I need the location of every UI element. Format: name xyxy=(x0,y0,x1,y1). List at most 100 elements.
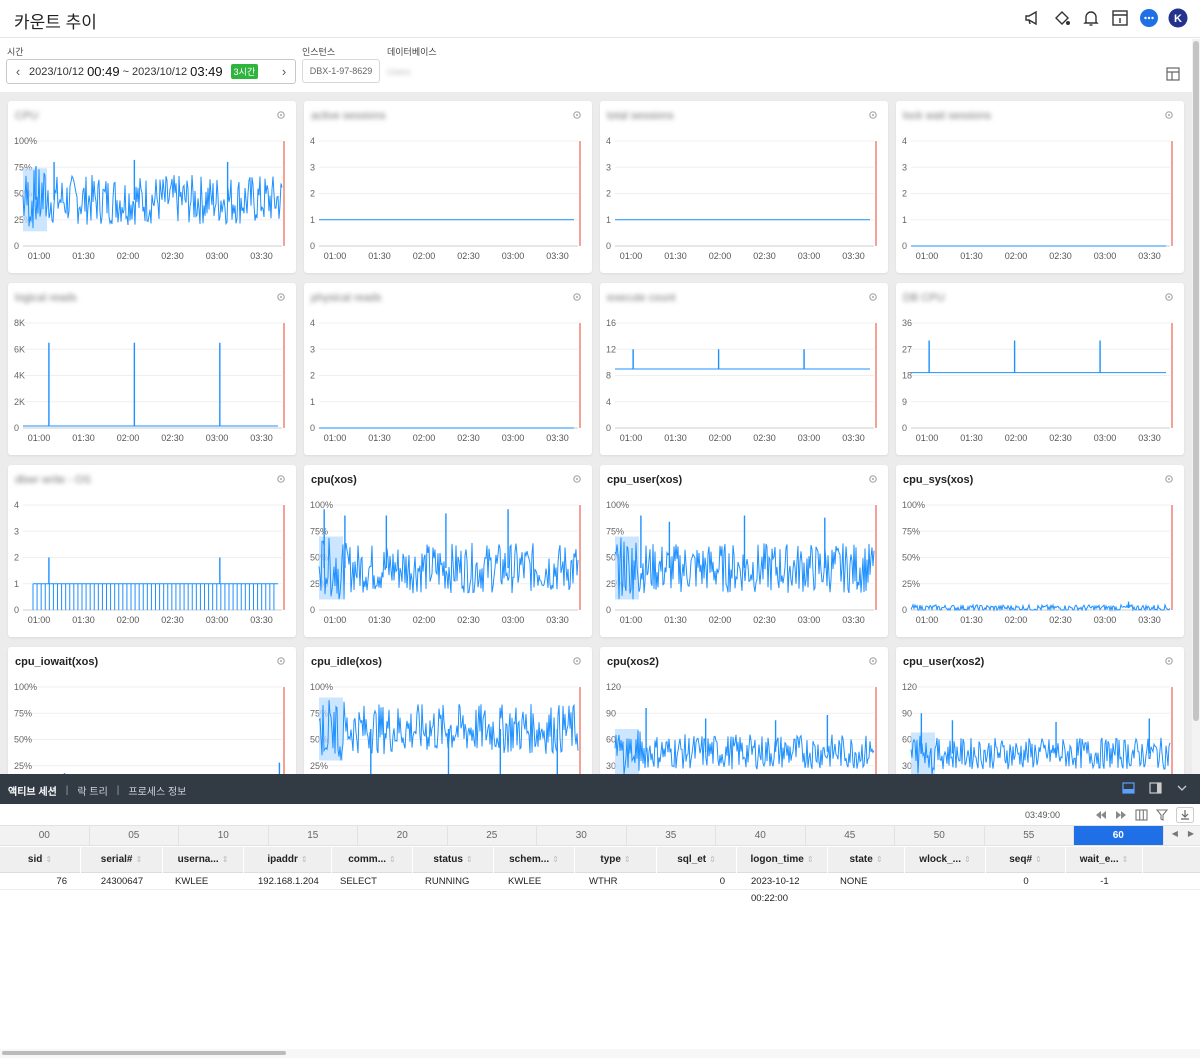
filter-icon[interactable] xyxy=(1155,809,1169,823)
sort-icon[interactable]: ⇕ xyxy=(1035,855,1042,864)
timeline-minute[interactable]: 55 xyxy=(985,826,1074,845)
sort-icon[interactable]: ⇕ xyxy=(1121,855,1129,864)
tab-process-info[interactable]: 프로세스 정보 xyxy=(128,787,187,798)
gear-icon[interactable] xyxy=(1164,474,1174,487)
gear-icon[interactable] xyxy=(868,656,878,669)
gear-icon[interactable] xyxy=(276,292,286,305)
chart-card[interactable]: cpu(xos2)12090603001:0001:3002:0002:3003… xyxy=(600,647,888,774)
chart-card[interactable]: cpu_idle(xos) 100%75%50%25%001:0001:3002:… xyxy=(304,647,592,774)
chart-plot[interactable]: 100%75%50%25%001:0001:3002:0002:3003:000… xyxy=(8,129,296,273)
chart-card[interactable]: cpu_sys(xos) 100% 75% 50% 25% 0 01:00 01:30 02:0… xyxy=(896,465,1184,637)
horizontal-scrollbar-thumb[interactable] xyxy=(2,1051,286,1055)
sort-icon[interactable]: ⇕ xyxy=(552,855,559,864)
sort-icon[interactable]: ⇕ xyxy=(389,855,396,864)
chart-plot[interactable]: 36 27 18 9 0 01:00 01:30 02:00 02:30 03:00 03:30 xyxy=(896,311,1184,455)
chart-card[interactable]: dbwr write - OS 4 3 2 1 0 01:00 01:30 02:00 02:30… xyxy=(8,465,296,637)
gear-icon[interactable] xyxy=(572,474,582,487)
dock-bottom-icon[interactable] xyxy=(1122,782,1135,797)
timeline-minute[interactable]: 25 xyxy=(448,826,537,845)
instance-select[interactable]: DBX-1-97-8629 xyxy=(302,59,380,83)
chart-card[interactable]: cpu(xos)100%75%50%25%001:0001:3002:0002:… xyxy=(304,465,592,637)
column-header[interactable]: status ⇕ xyxy=(413,847,494,873)
column-header[interactable]: logon_time ⇕ xyxy=(737,847,828,873)
sort-icon[interactable]: ⇕ xyxy=(623,855,631,864)
column-header[interactable]: type ⇕ xyxy=(575,847,657,873)
timeline-minute[interactable]: 60 xyxy=(1074,826,1164,845)
gear-icon[interactable] xyxy=(276,110,286,123)
download-icon[interactable] xyxy=(1176,807,1194,825)
gear-icon[interactable] xyxy=(868,292,878,305)
gear-icon[interactable] xyxy=(572,292,582,305)
timeline-prev-icon[interactable]: ◀ xyxy=(1171,829,1178,838)
gear-icon[interactable] xyxy=(1164,292,1174,305)
chart-card[interactable]: CPU100%75%50%25%001:0001:3002:0002:3003:… xyxy=(8,101,296,273)
time-range-picker[interactable]: ‹ 2023/10/12 00:49 ~ 2023/10/12 03:49 3시… xyxy=(6,59,296,84)
gear-icon[interactable] xyxy=(868,474,878,487)
gear-icon[interactable] xyxy=(1164,656,1174,669)
sort-icon[interactable]: ⇕ xyxy=(465,855,473,864)
time-next-button[interactable]: › xyxy=(281,64,287,79)
column-header[interactable]: comm... ⇕ xyxy=(332,847,413,873)
gear-icon[interactable] xyxy=(572,110,582,123)
table-row[interactable]: 76 24300647 KWLEE 192.168.1.204 SELECT RUNNIN… xyxy=(0,873,1200,904)
column-header[interactable]: sid ⇕ xyxy=(0,847,81,873)
database-select[interactable]: Users xyxy=(387,67,411,77)
chart-card[interactable]: cpu_user(xos)100%75%50%25%001:0001:3002:… xyxy=(600,465,888,637)
avatar[interactable]: K xyxy=(1168,8,1188,28)
vertical-scrollbar[interactable] xyxy=(1192,39,1200,774)
gear-icon[interactable] xyxy=(572,656,582,669)
megaphone-icon[interactable] xyxy=(1023,8,1043,28)
gear-icon[interactable] xyxy=(868,110,878,123)
timeline-minute[interactable]: 50 xyxy=(895,826,985,845)
column-header[interactable]: ipaddr ⇕ xyxy=(244,847,332,873)
time-prev-button[interactable]: ‹ xyxy=(15,64,21,79)
chart-plot[interactable]: 16 12 8 4 0 01:00 01:30 02:00 02:30 03:00 03:30 xyxy=(600,311,888,455)
chart-card[interactable]: total sessions 4 3 2 1 0 01:00 01:30 02:00 02:30 0… xyxy=(600,101,888,273)
column-header[interactable]: schem... ⇕ xyxy=(494,847,575,873)
timeline-minute[interactable]: 35 xyxy=(627,826,716,845)
chat-icon[interactable] xyxy=(1139,8,1159,28)
column-header[interactable]: userna... ⇕ xyxy=(163,847,244,873)
layout-icon[interactable] xyxy=(1166,67,1180,86)
columns-icon[interactable] xyxy=(1135,809,1148,823)
paint-bucket-icon[interactable] xyxy=(1052,8,1072,28)
sort-icon[interactable]: ⇕ xyxy=(300,855,308,864)
sort-icon[interactable]: ⇕ xyxy=(135,855,143,864)
timeline-minute[interactable]: 00 xyxy=(0,826,90,845)
horizontal-scrollbar[interactable] xyxy=(0,1049,1200,1058)
chart-card[interactable]: DB CPU 36 27 18 9 0 01:00 01:30 02:00 02:30 03:00 0… xyxy=(896,283,1184,455)
chart-card[interactable]: cpu_iowait(xos)100%75%50%25%001:0001:300… xyxy=(8,647,296,774)
column-header[interactable]: serial# ⇕ xyxy=(81,847,163,873)
timeline-minute[interactable]: 10 xyxy=(179,826,269,845)
sort-icon[interactable]: ⇕ xyxy=(709,855,716,864)
chart-card[interactable]: lock wait sessions 4 3 2 1 0 01:00 01:30 02:00 02… xyxy=(896,101,1184,273)
chart-plot[interactable]: 4 3 2 1 0 01:00 01:30 02:00 02:30 03:00 03:30 xyxy=(600,129,888,273)
rewind-icon[interactable] xyxy=(1095,810,1107,822)
chart-plot[interactable]: 100%75%50%25%001:0001:3002:0002:3003:000… xyxy=(304,493,592,637)
chart-plot[interactable]: 100%75%50%25%001:0001:3002:0002:3003:000… xyxy=(600,493,888,637)
tab-active-session[interactable]: 액티브 세션 xyxy=(8,787,57,798)
chart-plot[interactable]: 4 3 2 1 0 01:00 01:30 02:00 02:30 03:00 03:30 xyxy=(8,493,296,637)
bell-icon[interactable] xyxy=(1081,8,1101,28)
gear-icon[interactable] xyxy=(276,474,286,487)
chart-plot[interactable]: 4 3 2 1 0 01:00 01:30 02:00 02:30 03:00 03:30 xyxy=(304,129,592,273)
chart-card[interactable]: logical reads 8K 6K 4K 2K 0 01:00 01:30 02:00 02:… xyxy=(8,283,296,455)
gear-icon[interactable] xyxy=(1164,110,1174,123)
column-header[interactable]: sql_et ⇕ xyxy=(657,847,737,873)
chart-plot[interactable]: 100%75%50%25%001:0001:3002:0002:3003:000… xyxy=(8,675,296,774)
chart-plot[interactable]: 8K 6K 4K 2K 0 01:00 01:30 02:00 02:30 03:00 03:30 xyxy=(8,311,296,455)
sort-icon[interactable]: ⇕ xyxy=(45,855,53,864)
tab-lock-tree[interactable]: 락 트리 xyxy=(77,787,108,798)
chart-plot[interactable]: 4 3 2 1 0 01:00 01:30 02:00 02:30 03:00 03:30 xyxy=(304,311,592,455)
chart-card[interactable]: execute count 16 12 8 4 0 01:00 01:30 02:00 02:30… xyxy=(600,283,888,455)
sort-icon[interactable]: ⇕ xyxy=(221,855,229,864)
column-header[interactable]: seq# ⇕ xyxy=(986,847,1066,873)
vertical-scrollbar-thumb[interactable] xyxy=(1193,41,1199,721)
fast-forward-icon[interactable] xyxy=(1115,810,1127,822)
column-header[interactable]: wlock_... ⇕ xyxy=(905,847,986,873)
chart-card[interactable]: physical reads 4 3 2 1 0 01:00 01:30 02:00 02:30 0… xyxy=(304,283,592,455)
chart-card[interactable]: active sessions 4 3 2 1 0 01:00 01:30 02:00 02:30… xyxy=(304,101,592,273)
